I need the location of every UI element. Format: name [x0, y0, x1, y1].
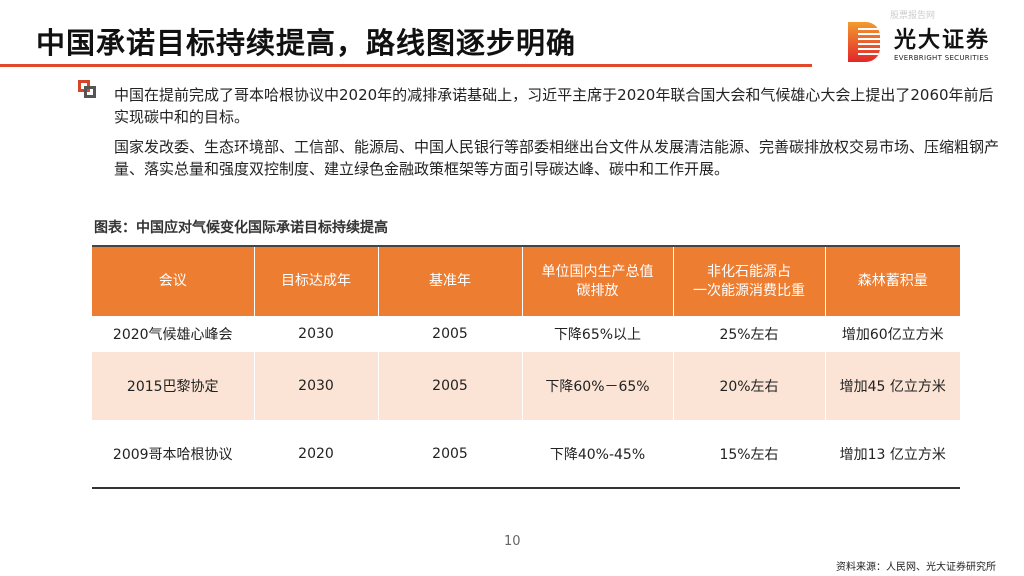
- company-logo: 光大证券 EVERBRIGHT SECURITIES: [848, 22, 990, 62]
- cell: 2030: [253, 352, 378, 420]
- cell: 2020: [253, 420, 378, 489]
- commitments-table: 会议 目标达成年 基准年 单位国内生产总值 碳排放 非化石能源占 一次能源消费比…: [92, 245, 960, 489]
- logo-name-en: EVERBRIGHT SECURITIES: [894, 54, 989, 62]
- table-row: 2020气候雄心峰会 2030 2005 下降65%以上 25%左右 增加60亿立方米: [92, 316, 960, 352]
- header-nonfossil-share: 非化石能源占 一次能源消费比重: [672, 246, 825, 316]
- table-caption: 图表：中国应对气候变化国际承诺目标持续提高: [94, 220, 388, 236]
- title-underline: [0, 64, 812, 67]
- header-meeting: 会议: [92, 246, 254, 316]
- cell: 增加13 亿立方米: [824, 420, 960, 489]
- cell: 20%左右: [672, 352, 825, 420]
- cell: 15%左右: [672, 420, 825, 489]
- cell: 下降40%-45%: [521, 420, 673, 489]
- cell: 2005: [377, 352, 522, 420]
- cell: 增加45 亿立方米: [824, 352, 960, 420]
- source-note: 资料来源：人民网、光大证券研究所: [836, 562, 996, 573]
- page-number: 10: [504, 534, 521, 549]
- table-row: 2015巴黎协定 2030 2005 下降60%－65% 20%左右 增加45 亿立方米: [92, 352, 960, 420]
- header-carbon-intensity: 单位国内生产总值 碳排放: [521, 246, 673, 316]
- header-forest-stock: 森林蓄积量: [824, 246, 960, 316]
- cell: 下降65%以上: [521, 316, 673, 352]
- cell: 2015巴黎协定: [92, 352, 254, 420]
- cell: 2009哥本哈根协议: [92, 420, 254, 489]
- cell: 25%左右: [672, 316, 825, 352]
- square-bullet-icon: [78, 80, 98, 100]
- cell: 2005: [377, 420, 522, 489]
- header-target-year: 目标达成年: [253, 246, 378, 316]
- cell: 2005: [377, 316, 522, 352]
- cell: 2020气候雄心峰会: [112, 327, 233, 343]
- table-row: 2009哥本哈根协议 2020 2005 下降40%-45% 15%左右 增加13 亿立方…: [92, 420, 960, 489]
- cell: 下降60%－65%: [521, 352, 673, 420]
- watermark: 股票报告网: [890, 11, 936, 21]
- paragraph-1: 中国在提前完成了哥本哈根协议中2020年的减排承诺基础上，习近平主席于2020年…: [114, 86, 994, 126]
- cell: 增加60亿立方米: [824, 316, 960, 352]
- cell: 2030: [253, 316, 378, 352]
- logo-icon: [848, 22, 880, 62]
- logo-name-cn: 光大证券: [894, 28, 991, 53]
- slide-title: 中国承诺目标持续提高，路线图逐步明确: [36, 26, 577, 60]
- paragraph-2: 国家发改委、生态环境部、工信部、能源局、中国人民银行等部委相继出台文件从发展清洁…: [114, 138, 1000, 178]
- header-base-year: 基准年: [377, 246, 522, 316]
